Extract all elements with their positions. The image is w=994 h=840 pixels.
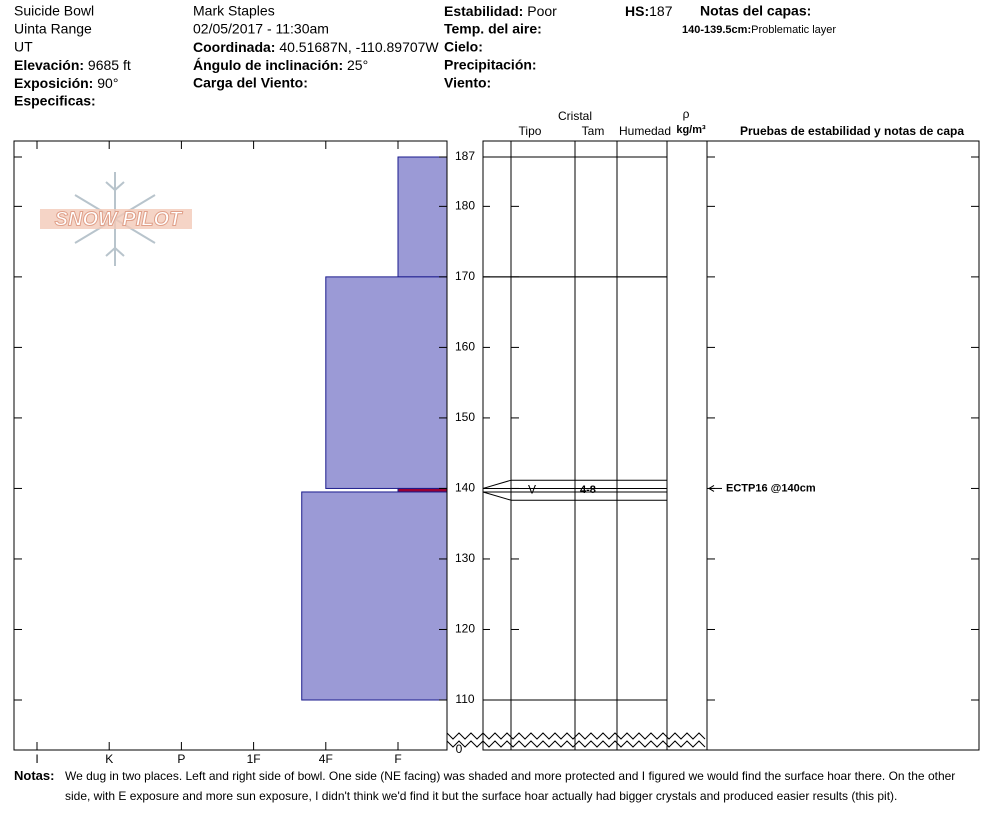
col-size: Tam (582, 124, 605, 138)
axis-break (446, 732, 706, 740)
range: Uinta Range (14, 21, 92, 37)
depth-label: 170 (455, 269, 475, 283)
hardness-label: F (394, 752, 401, 766)
layer-connector (482, 479, 512, 489)
profile: Suicide Bowl Uinta Range UT Elevación: 9… (13, 3, 980, 766)
hardness-bar (397, 487, 448, 493)
depth-label: 187 (455, 149, 475, 163)
axis-break (446, 740, 706, 748)
hardness-label: 1F (247, 752, 261, 766)
col-tests: Pruebas de estabilidad y notas de capa (740, 124, 964, 138)
layer-notes-title: Notas del capas: (700, 3, 811, 19)
stability: Estabilidad: Poor (444, 3, 557, 19)
specifics: Especificas: (14, 93, 96, 109)
hardness-bar (397, 156, 448, 278)
layer-note: 140-139.5cm:Problematic layer (682, 24, 836, 36)
wind-loading: Carga del Viento: (193, 75, 308, 91)
precipitation: Precipitación: (444, 57, 537, 73)
air-temp: Temp. del aire: (444, 21, 542, 37)
datetime: 02/05/2017 - 11:30am (193, 21, 329, 37)
depth-label: 0 (456, 742, 463, 756)
hardness-label: P (177, 752, 185, 766)
depth-label: 180 (455, 199, 475, 213)
depth-label: 110 (455, 692, 474, 706)
grain-type: V (528, 482, 536, 496)
depth-label: 140 (455, 481, 475, 495)
wind: Viento: (444, 75, 491, 91)
logo-text: SNOW PILOT (55, 208, 183, 230)
depth-label: 130 (455, 551, 475, 565)
notes-label: Notas: (14, 768, 55, 783)
notes-text: We dug in two places. Left and right sid… (65, 769, 956, 803)
site: Suicide Bowl (14, 3, 94, 19)
coordinates: Coordinada: 40.51687N, -110.89707W (193, 39, 439, 55)
col-crystal: Cristal (558, 109, 592, 123)
table-frame (482, 140, 980, 751)
hardness-bar (301, 491, 448, 701)
logo-band (40, 209, 192, 229)
elevation: Elevación: 9685 ft (14, 57, 131, 73)
test-arrow (708, 485, 715, 492)
hardness-label: 4F (319, 752, 333, 766)
grain-size: 4-8 (580, 484, 596, 496)
col-density-unit: kg/m³ (676, 124, 706, 136)
hs: HS:187 (625, 3, 673, 19)
notes: Notas: We dug in two places. Left and rig… (14, 766, 979, 806)
observer: Mark Staples (193, 3, 275, 19)
depth-label: 150 (455, 410, 475, 424)
depth-label: 160 (455, 340, 475, 354)
hardness-frame (13, 140, 448, 751)
col-type: Tipo (519, 124, 542, 138)
layer-connector (482, 491, 512, 501)
col-density-symbol: ρ (683, 107, 690, 121)
hardness-bar (325, 276, 448, 489)
col-moisture: Humedad (619, 124, 671, 138)
state: UT (14, 39, 33, 55)
test-label: ECTP16 @140cm (726, 482, 816, 494)
aspect: Exposición: 90° (14, 75, 118, 91)
hardness-label: K (105, 752, 113, 766)
slope: Ángulo de inclinación: 25° (193, 57, 368, 73)
header: Suicide Bowl Uinta Range UT Elevación: 9… (14, 3, 836, 109)
depth-label: 120 (455, 622, 475, 636)
sky: Cielo: (444, 39, 483, 55)
hardness-label: I (35, 752, 38, 766)
